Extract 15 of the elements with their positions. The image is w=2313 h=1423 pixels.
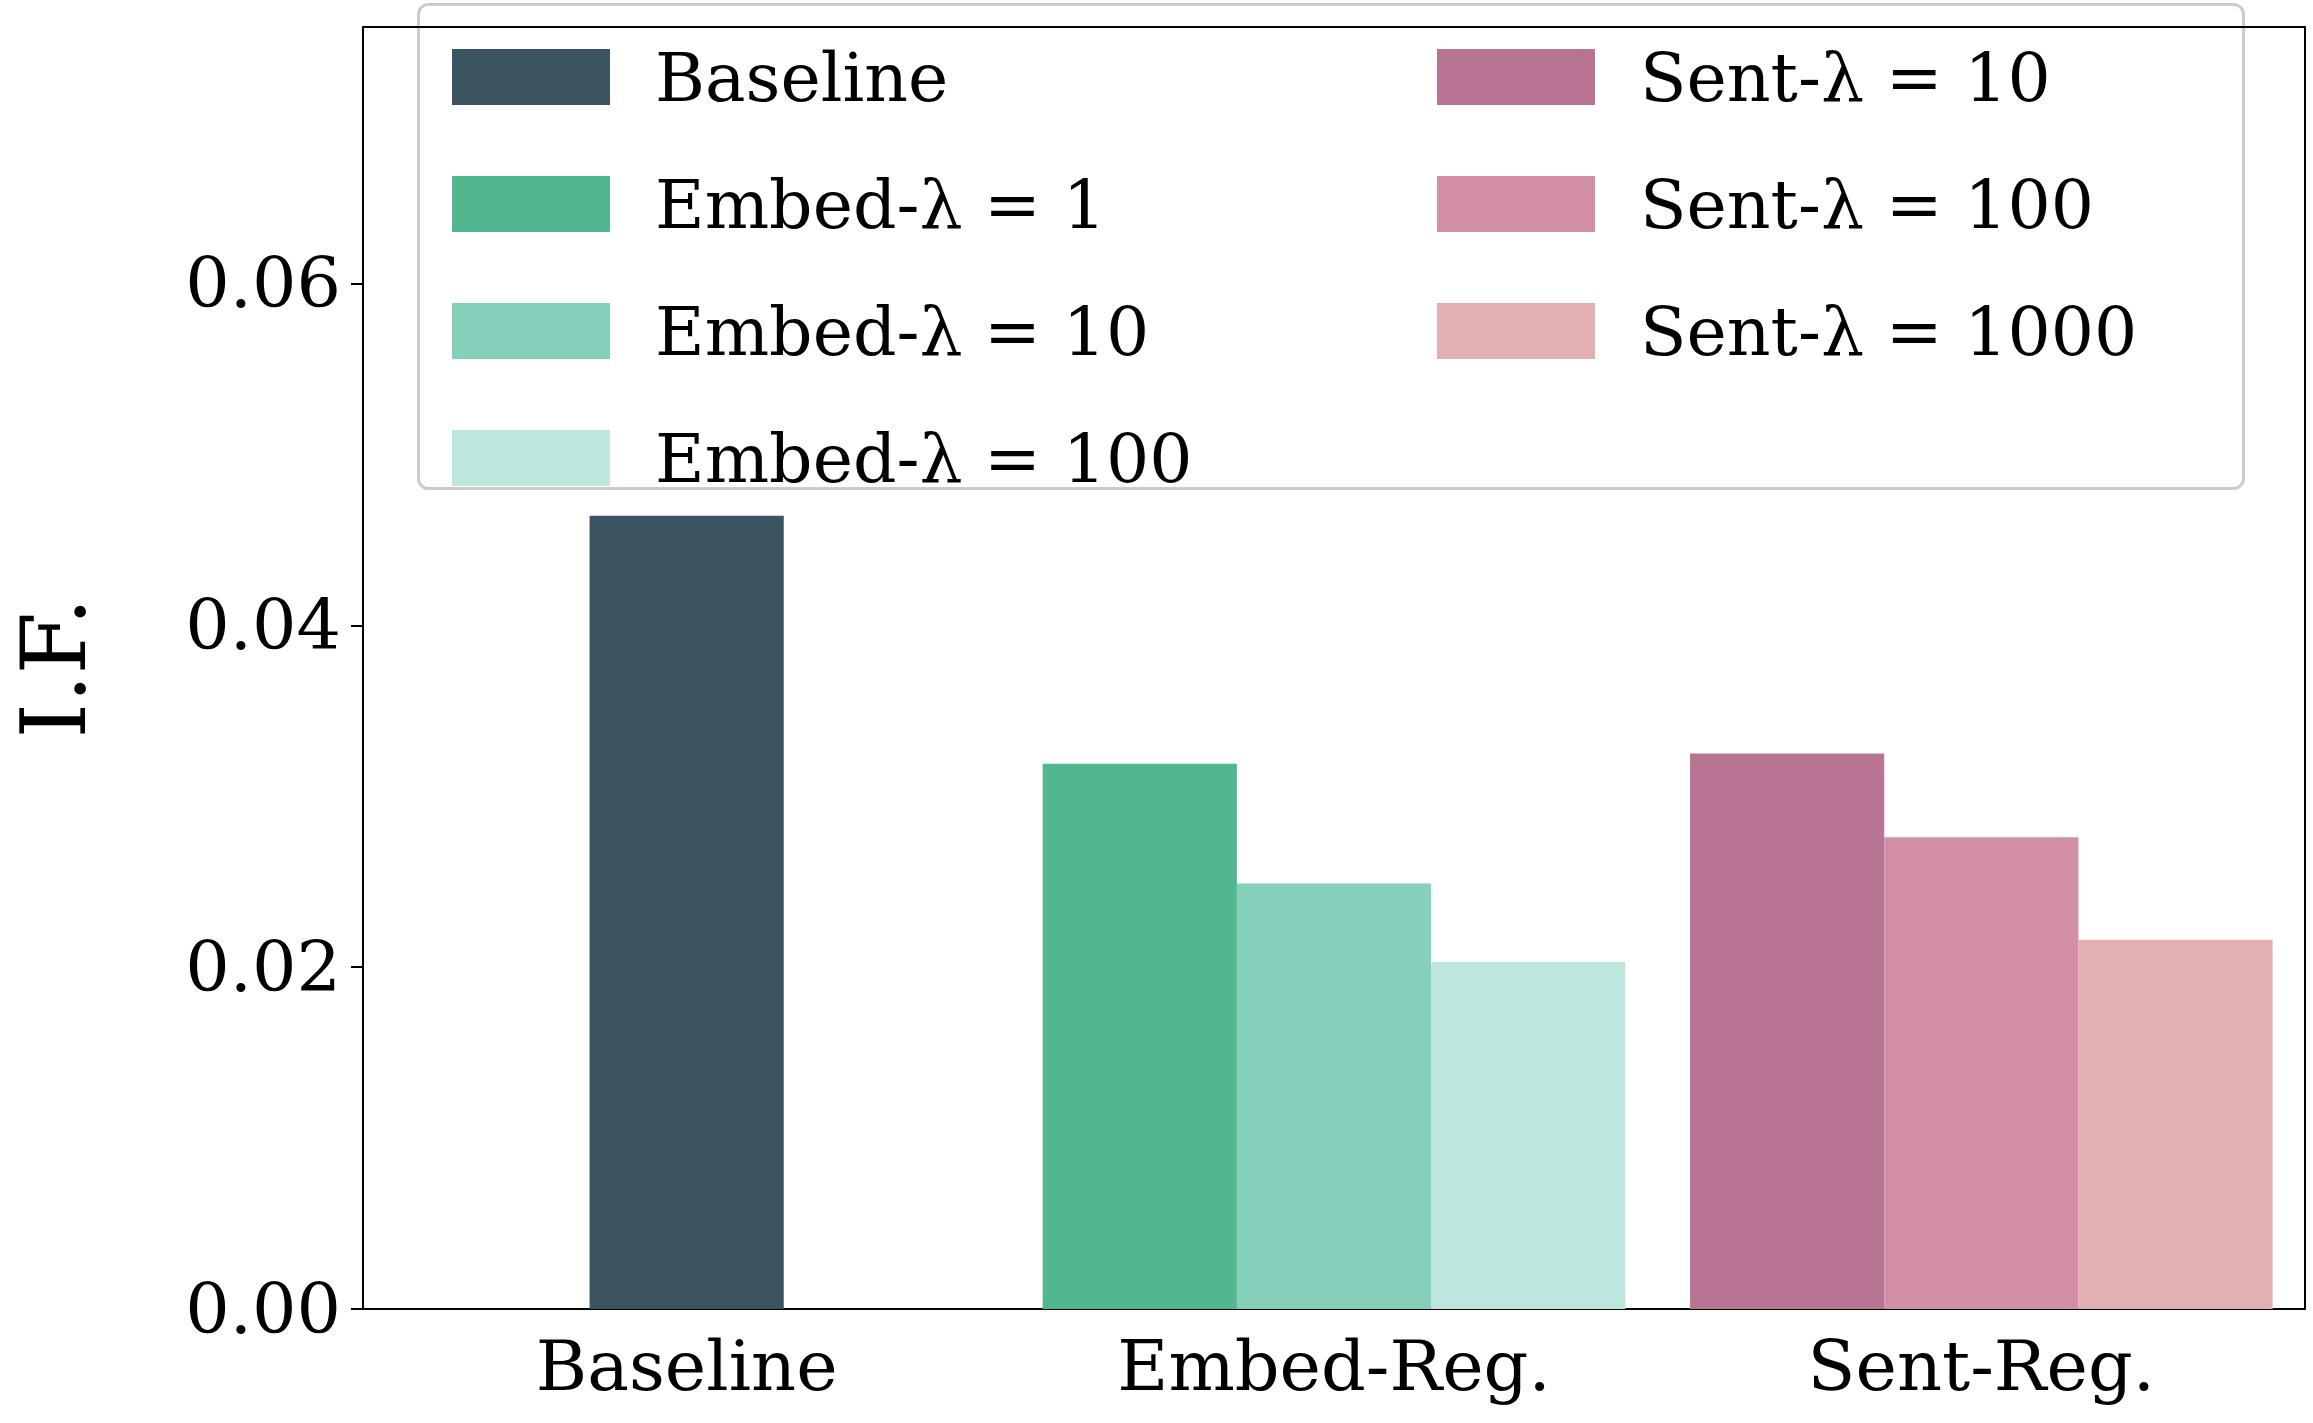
- legend-label: Sent-λ = 10: [1640, 37, 2051, 117]
- x-tick-label: Embed-Reg.: [1117, 1325, 1551, 1407]
- legend-label: Embed-λ = 10: [655, 291, 1150, 371]
- x-tick-label: Baseline: [535, 1325, 838, 1407]
- y-tick-label: 0.04: [185, 584, 341, 667]
- legend-label: Embed-λ = 100: [655, 418, 1193, 498]
- legend-label: Embed-λ = 1: [655, 164, 1106, 244]
- y-tick-label: 0.00: [185, 1268, 341, 1350]
- legend-label: Sent-λ = 1000: [1640, 291, 2138, 371]
- legend-label: Baseline: [655, 37, 949, 117]
- legend-label: Sent-λ = 100: [1640, 164, 2095, 244]
- y-tick-label: 0.02: [185, 926, 341, 1009]
- x-tick-label: Sent-Reg.: [1807, 1325, 2156, 1407]
- y-tick-label: 0.06: [185, 242, 341, 325]
- y-axis-title: I.F.: [0, 597, 106, 739]
